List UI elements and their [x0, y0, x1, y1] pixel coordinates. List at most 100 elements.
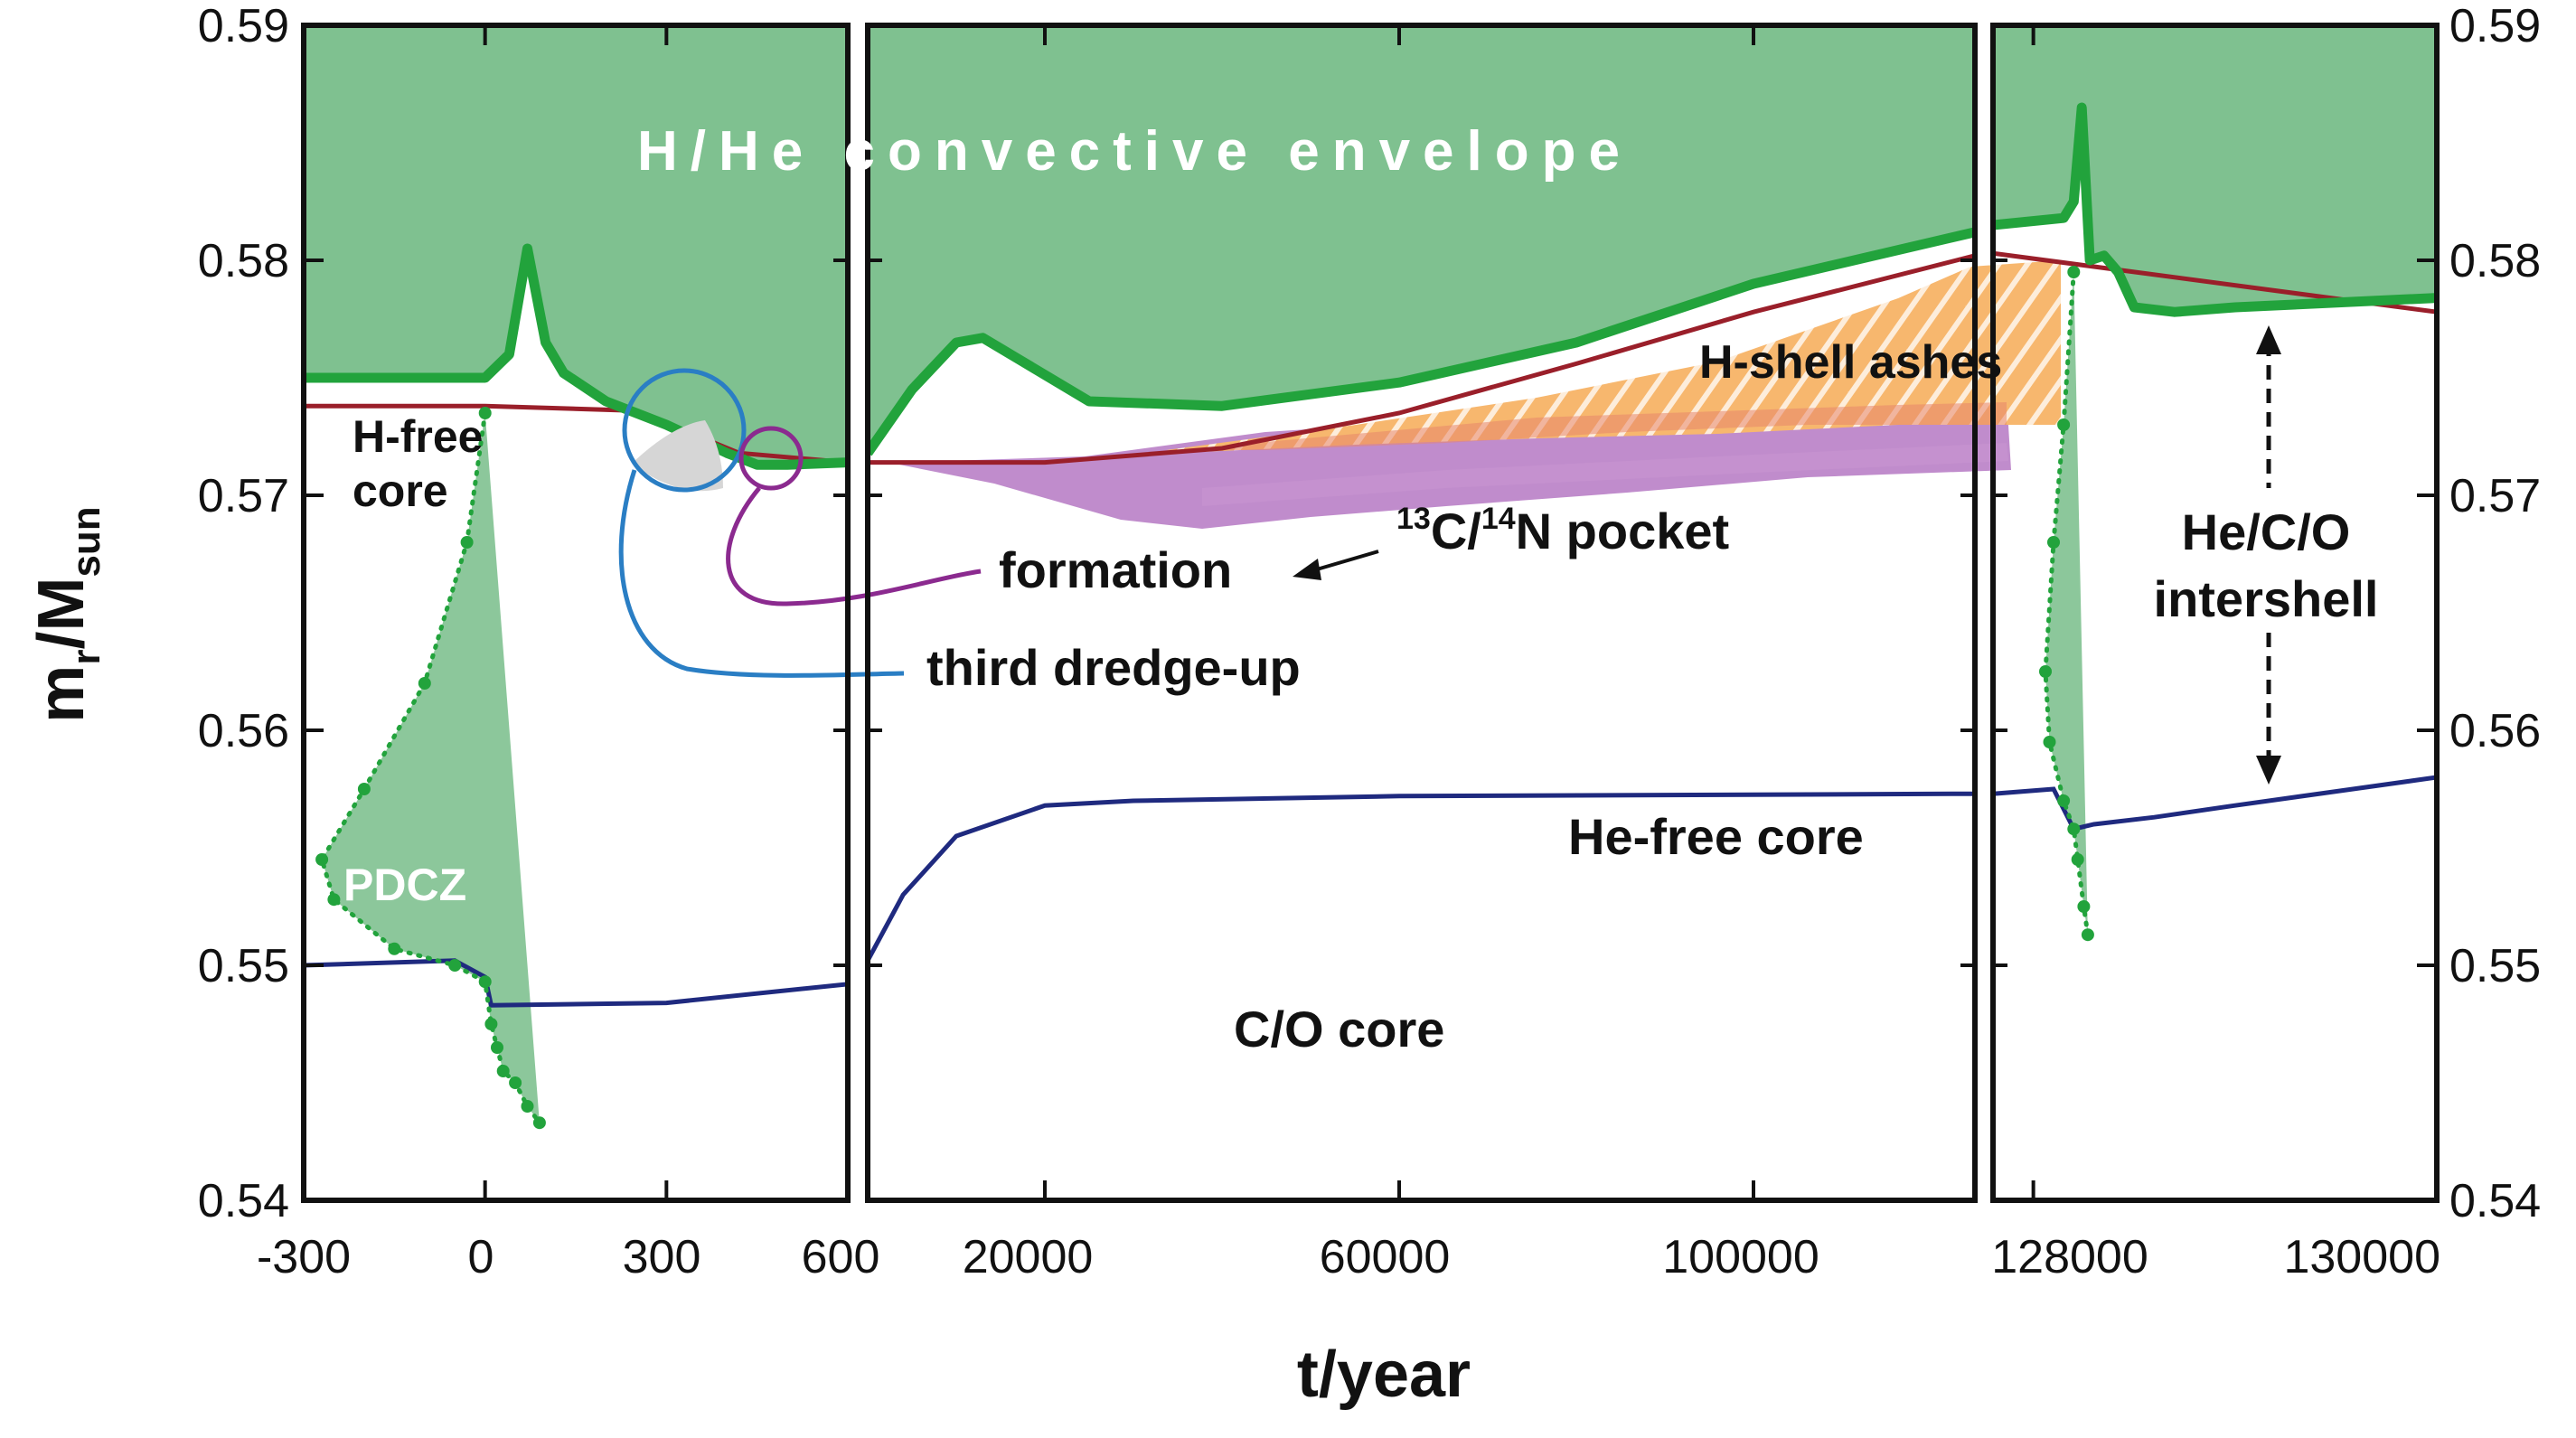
intershell-arrow-up-head [2256, 325, 2281, 354]
h-free-core-label-1: H-free [353, 411, 483, 462]
he-free-core-line [304, 958, 848, 1008]
pdcz-point [496, 1065, 510, 1077]
x-tick: -300 [257, 1231, 351, 1283]
y-tick-labels-right: 0.54 0.55 0.56 0.57 0.58 0.59 [2449, 0, 2541, 1227]
pdcz-point [448, 959, 462, 972]
pdcz-point [2057, 418, 2071, 431]
pdcz-point [532, 1116, 546, 1130]
he-free-core-label: He-free core [1568, 808, 1864, 865]
pdcz-point [315, 853, 329, 866]
ashes-pocket-overlap [1175, 402, 2007, 450]
pdcz-point [478, 407, 492, 419]
pdcz-point [484, 1018, 498, 1030]
pocket-arrow-head [1293, 559, 1321, 580]
x-tick: 60000 [1320, 1231, 1451, 1283]
formation-leader [726, 486, 982, 606]
pdcz-label: PDCZ [343, 860, 466, 910]
h-shell-ashes-area [1166, 260, 2061, 452]
pdcz-point [509, 1076, 522, 1089]
intershell-arrow-down-head [2256, 756, 2281, 785]
pdcz-point [491, 1041, 503, 1054]
pdcz-point [2067, 822, 2081, 836]
h-free-core-line [868, 253, 1975, 465]
formation-label: formation [999, 541, 1232, 598]
pdcz-point [2047, 536, 2060, 549]
y-tick-right: 0.58 [2449, 235, 2541, 287]
x-tick: 128000 [1991, 1231, 2148, 1283]
y-tick-right: 0.56 [2449, 705, 2541, 757]
x-tick: 130000 [2283, 1231, 2440, 1283]
y-tick-left: 0.59 [198, 0, 289, 52]
x-tick: 20000 [963, 1231, 1094, 1283]
h-shell-ashes-label: H-shell ashes [1699, 336, 2002, 389]
pdcz-dots [315, 266, 2094, 1130]
intershell-label-2: intershell [2154, 570, 2379, 627]
convective-boundary-line [1993, 102, 2437, 317]
x-tick: 100000 [1662, 1231, 1819, 1283]
pdcz-point [388, 942, 401, 955]
envelope-area [304, 25, 848, 465]
pdcz-point [2043, 736, 2056, 748]
third-dredge-up-label: third dredge-up [926, 639, 1301, 696]
pdcz-point [418, 677, 431, 690]
pocket-label: 13C/14N pocket [1396, 502, 1729, 559]
pdcz-point [521, 1100, 534, 1113]
y-tick-left: 0.56 [198, 705, 289, 757]
x-tick-labels: -300 0 300 600 20000 60000 100000 128000… [257, 1231, 2440, 1283]
intershell-label-box [2120, 497, 2418, 633]
pdcz-point [2067, 266, 2081, 278]
pdcz-point [2039, 665, 2052, 678]
panel-frames [301, 23, 2440, 1203]
pdcz-point [357, 783, 371, 795]
pocket-band-light [1202, 443, 2008, 506]
pdcz-point [460, 536, 474, 549]
he-free-core-line [868, 791, 1975, 962]
pdcz-point [2077, 900, 2091, 913]
pocket-arrow-line [1310, 550, 1379, 573]
x-tick: 0 [468, 1231, 494, 1283]
pdcz-point [478, 975, 492, 989]
pdcz-boundary-line [2043, 269, 2091, 937]
he-free-core-line [1993, 775, 2437, 832]
y-tick-left: 0.55 [198, 940, 289, 992]
x-axis-title: t/year [1297, 1339, 1471, 1411]
envelope-area [1993, 25, 2437, 313]
x-tick: 600 [802, 1231, 880, 1283]
panel-left-frame [301, 23, 851, 1203]
envelope-fills [304, 25, 2437, 1123]
y-tick-labels-left: 0.54 0.55 0.56 0.57 0.58 0.59 [198, 0, 289, 1227]
pdcz-area [322, 413, 540, 1123]
envelope-area [868, 25, 1975, 454]
y-tick-left: 0.54 [198, 1175, 289, 1227]
x-tick: 300 [623, 1231, 701, 1283]
pdcz-point [2071, 853, 2084, 866]
formation-circle [738, 426, 804, 491]
pdcz-point [2057, 794, 2071, 807]
panel-middle-frame [865, 23, 1978, 1203]
y-tick-left: 0.58 [198, 235, 289, 287]
y-axis-title: mr/Msun [25, 506, 108, 722]
co-core-label: C/O core [1234, 1001, 1444, 1057]
pocket-layer [890, 260, 2061, 529]
panel-right-frame [1990, 23, 2440, 1203]
y-tick-right: 0.57 [2449, 470, 2541, 522]
y-tick-right: 0.59 [2449, 0, 2541, 52]
lines-layer [304, 102, 2437, 1008]
dredge-up-region [635, 420, 723, 492]
third-dredge-up-leader [618, 469, 905, 678]
pdcz-point [327, 893, 341, 907]
dredge-up-marker [618, 368, 982, 678]
convective-boundary-line [868, 227, 1975, 456]
y-tick-right: 0.55 [2449, 940, 2541, 992]
convective-boundary-line [304, 243, 848, 470]
h-free-core-label-2: core [353, 465, 448, 516]
y-tick-right: 0.54 [2449, 1175, 2541, 1227]
pdcz-point [2081, 928, 2094, 942]
envelope-label: H/He convective envelope [637, 120, 1632, 183]
axis-ticks [302, 23, 2439, 1202]
arrows [1293, 325, 2281, 785]
third-dredge-up-circle [622, 368, 747, 493]
intershell-label-1: He/C/O [2182, 503, 2351, 560]
y-tick-left: 0.57 [198, 470, 289, 522]
